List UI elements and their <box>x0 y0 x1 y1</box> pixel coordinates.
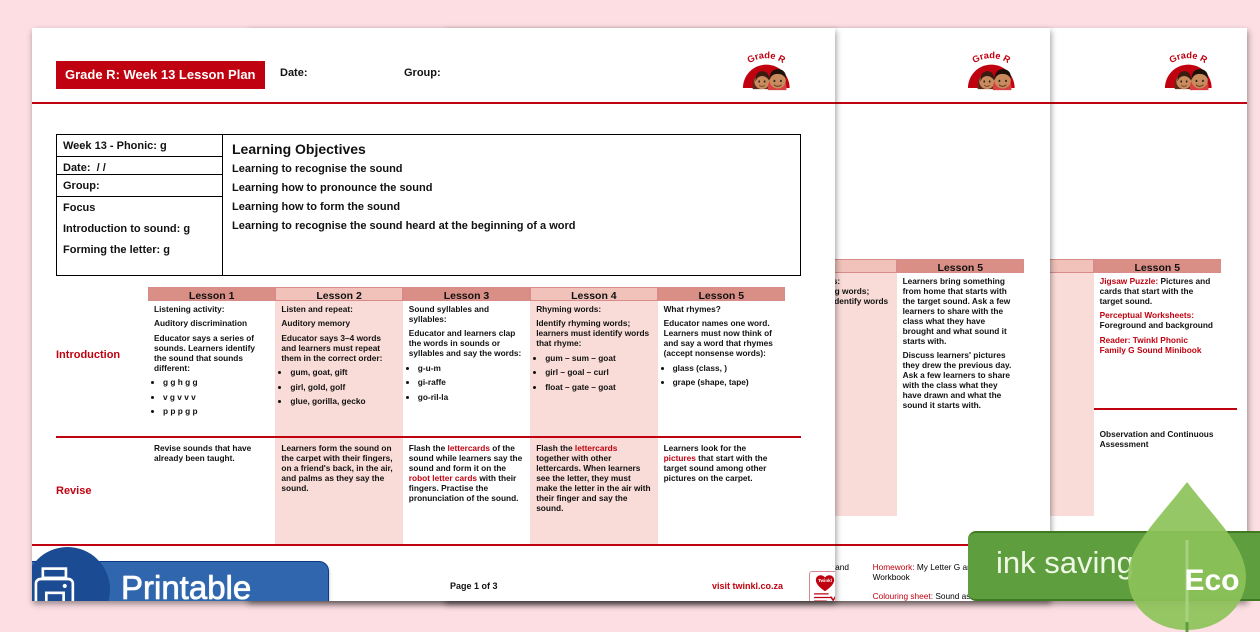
svg-text:Grade R: Grade R <box>971 50 1013 65</box>
svg-text:Eco: Eco <box>1184 564 1239 597</box>
svg-text:Grade R: Grade R <box>1168 50 1210 65</box>
svg-text:Grade R: Grade R <box>746 50 788 65</box>
svg-text:Twinkl: Twinkl <box>818 578 832 583</box>
